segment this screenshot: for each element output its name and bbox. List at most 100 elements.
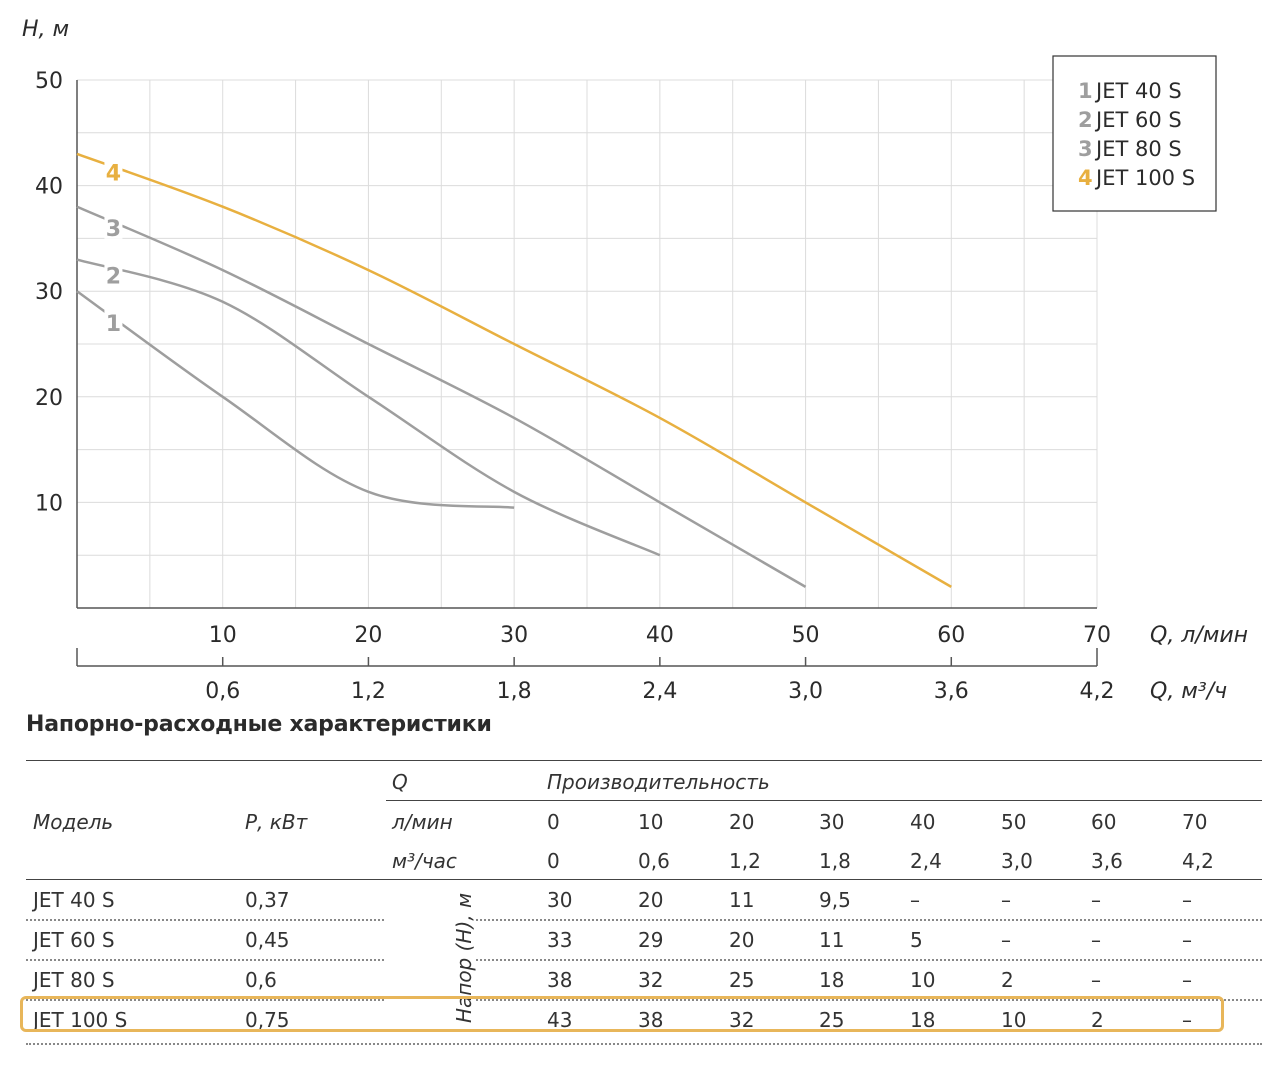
- m3h-value: 1,2: [729, 849, 761, 873]
- row-model: JET 100 S: [33, 1008, 128, 1032]
- curve-marker-bg: [104, 262, 123, 287]
- row-value: 2: [1001, 968, 1014, 992]
- m3h-value: 2,4: [910, 849, 942, 873]
- x-tick-label: 30: [500, 623, 528, 648]
- table-header-rule: [386, 800, 1262, 801]
- legend-box: [1052, 55, 1217, 212]
- row-value: –: [1091, 888, 1101, 912]
- table-top-rule: [26, 760, 1262, 761]
- row-value: 32: [638, 968, 664, 992]
- row-value: 2: [1091, 1008, 1104, 1032]
- row-divider-bottom: [26, 1043, 1262, 1045]
- row-value: –: [1182, 1008, 1192, 1032]
- m3h-value: 0: [547, 849, 560, 873]
- row-value: 11: [819, 928, 845, 952]
- row-value: 18: [819, 968, 845, 992]
- row-value: 9,5: [819, 888, 851, 912]
- curve-marker-1: 1: [106, 312, 121, 337]
- curve-marker-bg: [104, 214, 123, 239]
- y-tick-label: 50: [35, 69, 63, 94]
- x2-tick-label: 3,0: [788, 679, 823, 704]
- legend-marker-1: 1: [1078, 79, 1093, 103]
- row-value: 38: [638, 1008, 664, 1032]
- y-axis-label: H, м: [22, 17, 69, 42]
- table-title: Напорно-расходные характеристики: [26, 712, 492, 737]
- lmin-value: 20: [729, 810, 755, 834]
- x-axis-label: Q, л/мин: [1150, 623, 1248, 648]
- row-power: 0,45: [245, 928, 290, 952]
- unit-m3h: м³/час: [392, 849, 457, 873]
- row-model: JET 40 S: [33, 888, 115, 912]
- curve-marker-bg: [104, 309, 123, 334]
- row-divider-right: [476, 959, 1262, 961]
- curve-2: [76, 258, 661, 557]
- row-value: 18: [910, 1008, 936, 1032]
- row-value: –: [1182, 928, 1192, 952]
- curve-marker-bg: [104, 159, 123, 184]
- row-value: –: [1182, 968, 1192, 992]
- row-value: 10: [1001, 1008, 1027, 1032]
- row-value: 30: [547, 888, 573, 912]
- power-header: Р, кВт: [245, 810, 308, 834]
- q-header: Q: [392, 770, 408, 794]
- row-power: 0,75: [245, 1008, 290, 1032]
- highlight-row-frame: [20, 996, 1224, 1032]
- row-divider-right: [476, 999, 1262, 1001]
- row-value: 33: [547, 928, 573, 952]
- m3h-value: 3,6: [1091, 849, 1123, 873]
- row-power: 0,37: [245, 888, 290, 912]
- lmin-value: 10: [638, 810, 664, 834]
- y-tick-label: 30: [35, 280, 63, 305]
- lmin-value: 60: [1091, 810, 1117, 834]
- row-model: JET 80 S: [33, 968, 115, 992]
- row-value: –: [1182, 888, 1192, 912]
- x-tick-label: 40: [646, 623, 674, 648]
- row-value: 25: [729, 968, 755, 992]
- x2-tick-label: 1,8: [497, 679, 532, 704]
- row-model: JET 60 S: [33, 928, 115, 952]
- row-value: –: [910, 888, 920, 912]
- lmin-value: 0: [547, 810, 560, 834]
- curve-4: [76, 152, 952, 588]
- x-tick-label: 20: [354, 623, 382, 648]
- row-divider-left: [26, 919, 384, 921]
- y-tick-label: 20: [35, 386, 63, 411]
- legend-marker-4: 4: [1078, 166, 1093, 190]
- row-value: 5: [910, 928, 923, 952]
- row-value: –: [1001, 928, 1011, 952]
- x2-tick-label: 0,6: [205, 679, 240, 704]
- row-value: 32: [729, 1008, 755, 1032]
- x-tick-label: 10: [209, 623, 237, 648]
- row-value: 11: [729, 888, 755, 912]
- m3h-value: 0,6: [638, 849, 670, 873]
- row-divider-left: [26, 999, 384, 1001]
- row-value: 43: [547, 1008, 573, 1032]
- x2-tick-label: 4,2: [1080, 679, 1115, 704]
- row-value: –: [1091, 928, 1101, 952]
- curve-1: [76, 290, 515, 509]
- unit-lmin: л/мин: [392, 810, 453, 834]
- row-value: 38: [547, 968, 573, 992]
- row-value: –: [1091, 968, 1101, 992]
- lmin-value: 50: [1001, 810, 1027, 834]
- row-value: –: [1001, 888, 1011, 912]
- legend-marker-3: 3: [1078, 137, 1093, 161]
- model-header: Модель: [33, 810, 114, 834]
- x-tick-label: 50: [792, 623, 820, 648]
- legend-label: JET 40 S: [1094, 79, 1182, 103]
- x2-tick-label: 1,2: [351, 679, 386, 704]
- head-label-vertical: Напор (Н), м: [452, 892, 476, 1024]
- x2-axis-label: Q, м³/ч: [1150, 679, 1227, 704]
- x2-tick-label: 3,6: [934, 679, 969, 704]
- x2-tick-label: 2,4: [642, 679, 677, 704]
- x-tick-label: 70: [1083, 623, 1111, 648]
- performance-header: Производительность: [547, 770, 770, 794]
- row-value: 20: [729, 928, 755, 952]
- head-flow-chart: 10 20 30 40 50 H, м 10 20 30 40 50 60 70 Q, л/мин 0,6 1…: [22, 17, 1248, 704]
- legend-label: JET 100 S: [1094, 166, 1195, 190]
- lmin-value: 30: [819, 810, 845, 834]
- x-tick-label: 60: [937, 623, 965, 648]
- curve-marker-2: 2: [106, 264, 121, 289]
- lmin-value: 70: [1182, 810, 1208, 834]
- row-divider-right: [476, 919, 1262, 921]
